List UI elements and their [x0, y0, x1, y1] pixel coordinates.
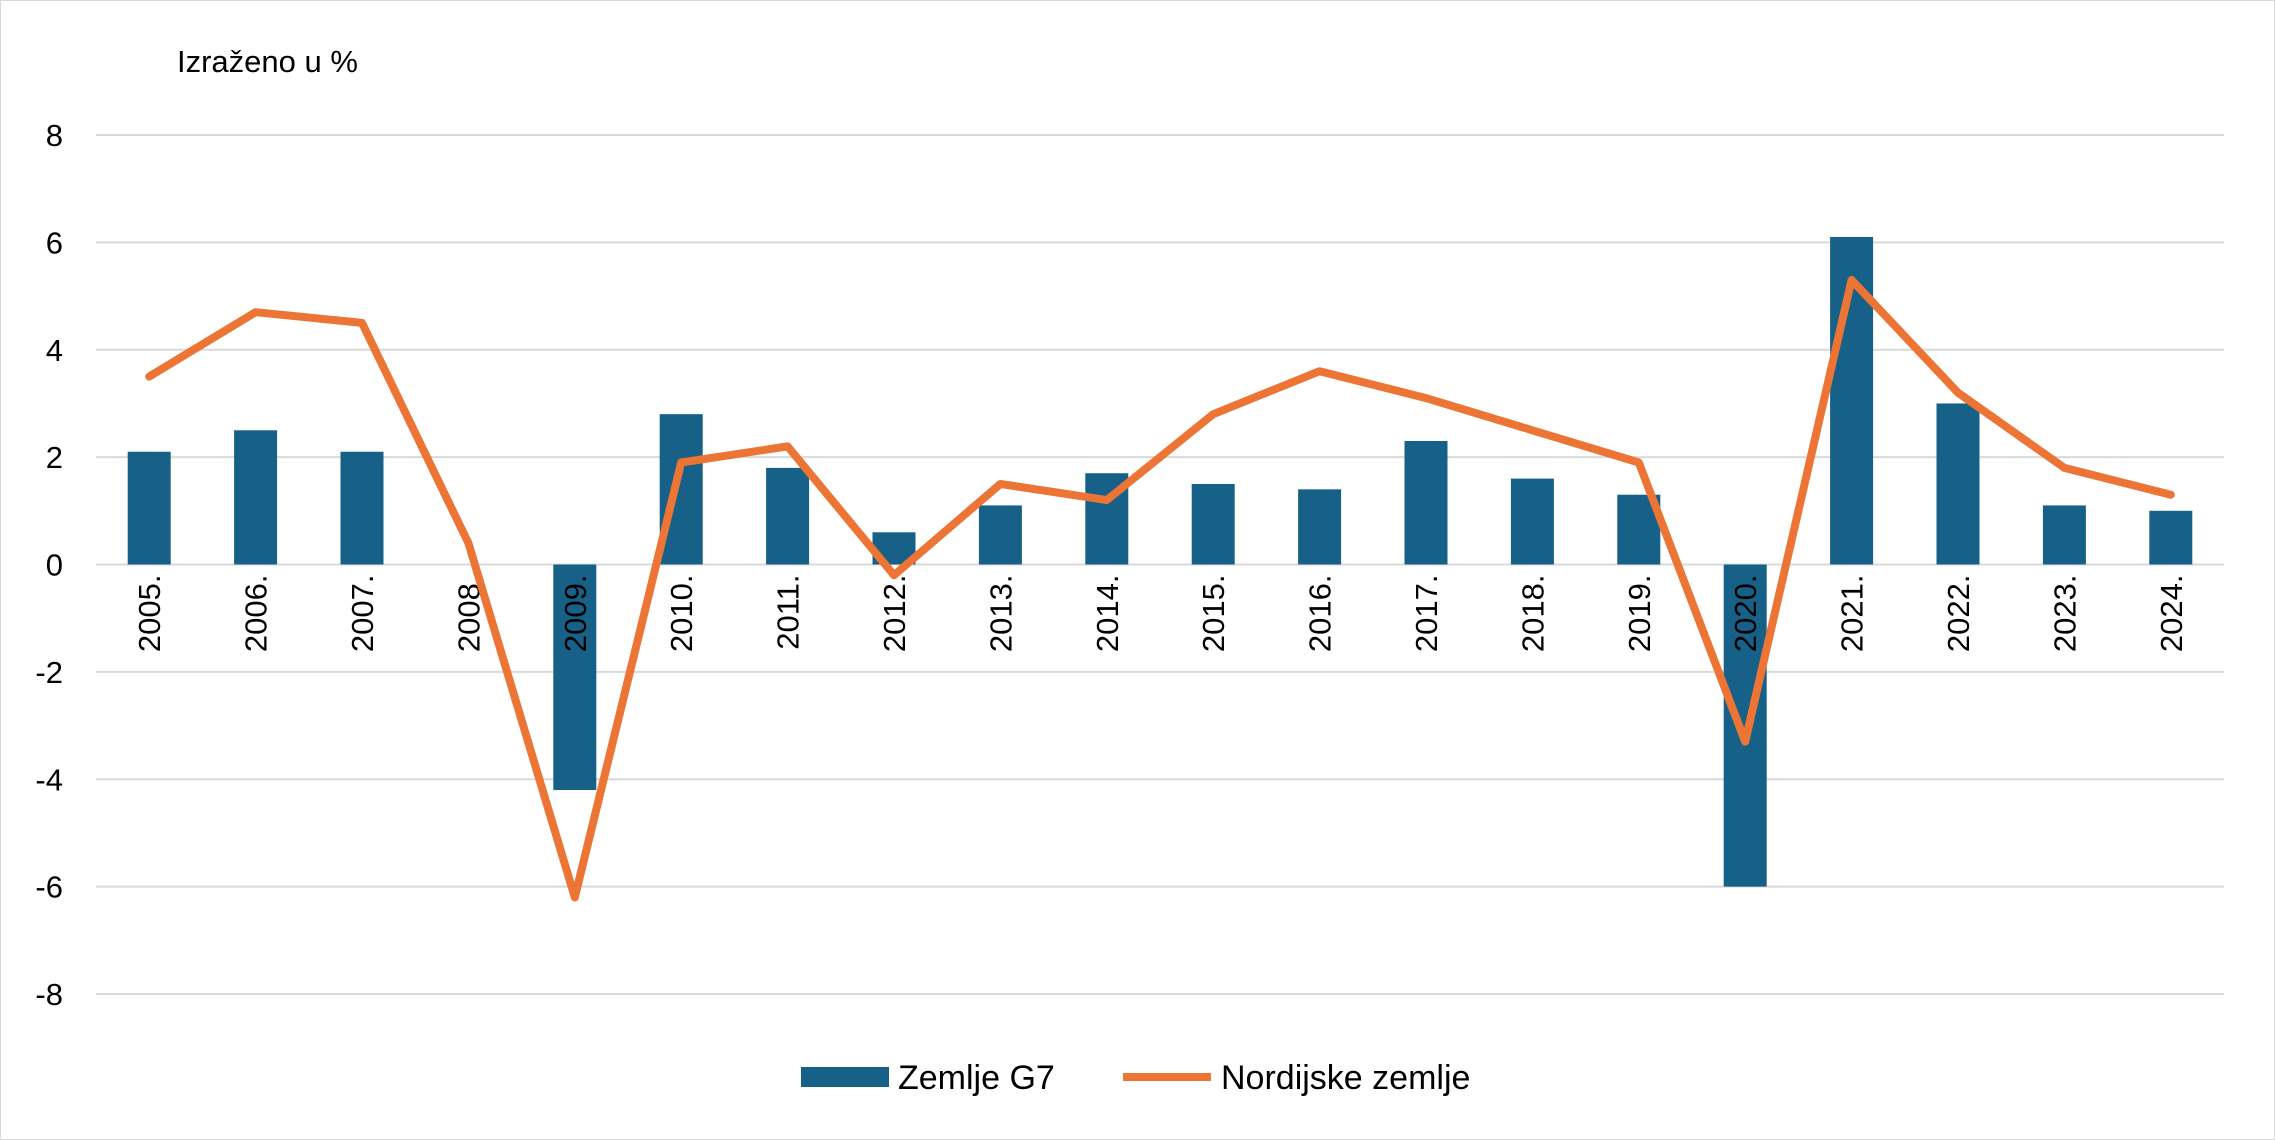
- y-tick-label: 6: [46, 225, 63, 260]
- line-point: [893, 574, 895, 576]
- x-tick-label: 2007.: [345, 575, 380, 653]
- x-tick-label: 2014.: [1090, 575, 1125, 653]
- bar: [1298, 489, 1342, 565]
- y-tick-label: -2: [35, 655, 63, 690]
- series-line: [145, 275, 2175, 902]
- x-tick-label: 2019.: [1622, 575, 1657, 653]
- bar: [659, 414, 703, 565]
- x-tick-label: 2020.: [1728, 575, 1763, 653]
- bar-series-zemlje-g7: [127, 237, 2193, 887]
- gridlines: [96, 134, 2224, 995]
- unit-label: Izraženo u %: [177, 44, 358, 79]
- bar: [766, 467, 810, 565]
- y-tick-label: 8: [46, 118, 63, 153]
- line-point: [1106, 499, 1108, 501]
- x-tick-label: 2021.: [1835, 575, 1870, 653]
- line-point: [467, 542, 469, 544]
- bar: [1404, 441, 1448, 565]
- line-point: [1319, 370, 1321, 372]
- bar: [978, 505, 1022, 565]
- bar: [234, 430, 278, 565]
- legend: Zemlje G7 Nordijske zemlje: [801, 1059, 1470, 1097]
- line-point: [999, 483, 1001, 485]
- x-tick-label: 2011.: [771, 575, 806, 650]
- bar: [553, 564, 597, 790]
- bar: [2042, 505, 2086, 565]
- y-tick-label: -4: [35, 762, 63, 797]
- line-point: [2170, 494, 2172, 496]
- line-point: [255, 311, 257, 313]
- x-tick-label: 2013.: [983, 575, 1018, 653]
- y-tick-label: -6: [35, 870, 63, 905]
- line-point: [148, 376, 150, 378]
- x-tick-label: 2012.: [877, 575, 912, 653]
- line-point: [574, 896, 576, 898]
- line-series-nordijske-zemlje: [145, 275, 2175, 902]
- x-tick-label: 2016.: [1303, 575, 1338, 653]
- y-tick-label: 4: [46, 333, 63, 368]
- x-axis-ticks: 2005. 2006. 2007. 2008. 2009. 2010. 2011. 2012.…: [132, 575, 2189, 653]
- line-point: [1212, 413, 1214, 415]
- bar: [1936, 403, 1980, 565]
- line-point: [1638, 461, 1640, 463]
- bar: [340, 451, 384, 565]
- line-point: [2063, 467, 2065, 469]
- x-tick-label: 2005.: [132, 575, 167, 653]
- x-tick-label: 2023.: [2047, 575, 2082, 653]
- line-point: [1851, 279, 1853, 281]
- legend-label-nordijske-zemlje: Nordijske zemlje: [1221, 1059, 1470, 1097]
- x-tick-label: 2017.: [1409, 575, 1444, 653]
- legend-label-zemlje-g7: Zemlje G7: [898, 1059, 1055, 1097]
- legend-swatch-zemlje-g7: [801, 1067, 889, 1087]
- x-tick-label: 2010.: [664, 575, 699, 653]
- line-point: [680, 461, 682, 463]
- y-tick-label: 2: [46, 440, 63, 475]
- line-point: [1957, 392, 1959, 394]
- bar: [2149, 510, 2193, 565]
- x-tick-label: 2009.: [558, 575, 593, 653]
- bar: [127, 451, 171, 565]
- line-point: [787, 445, 789, 447]
- x-tick-label: 2022.: [1941, 575, 1976, 653]
- bar: [1191, 483, 1235, 565]
- line-point: [361, 322, 363, 324]
- line-point: [1744, 741, 1746, 743]
- x-tick-label: 2018.: [1515, 575, 1550, 653]
- bar: [1510, 478, 1554, 565]
- line-point: [1531, 429, 1533, 431]
- x-tick-label: 2024.: [2154, 575, 2189, 653]
- x-tick-label: 2015.: [1196, 575, 1231, 653]
- line-point: [1425, 397, 1427, 399]
- y-axis-ticks: 8 6 4 2 0 -2 -4 -6 -8: [35, 118, 63, 1012]
- y-tick-label: 0: [46, 548, 63, 583]
- x-tick-label: 2006.: [239, 575, 274, 653]
- y-tick-label: -8: [35, 977, 63, 1012]
